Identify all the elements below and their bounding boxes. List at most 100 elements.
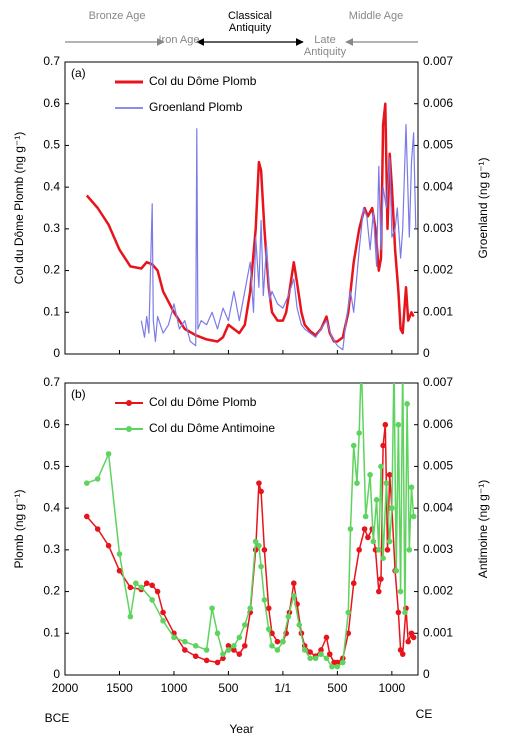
y2-tick-label: 0.004 (423, 179, 453, 193)
y-tick-label: 0.1 (43, 304, 60, 318)
y-tick-label: 0.7 (43, 375, 60, 389)
data-point (149, 597, 155, 603)
data-point (209, 605, 215, 612)
data-point (127, 584, 134, 591)
y2-tick-label: 0 (423, 667, 430, 681)
data-point (261, 597, 268, 603)
data-point (290, 580, 297, 587)
data-point (171, 634, 177, 641)
y2-axis-title: Antimoine (ng g⁻¹) (476, 480, 490, 578)
data-point (408, 630, 415, 637)
data-point (312, 655, 319, 662)
y-tick-label: 0.2 (43, 263, 60, 277)
data-point (143, 580, 150, 587)
panel-label: (a) (71, 66, 86, 80)
data-point (397, 588, 404, 595)
data-point (258, 488, 264, 495)
data-point (373, 497, 380, 503)
period-label: Classical Antiquity (227, 10, 272, 34)
data-point (105, 542, 112, 549)
data-point (160, 617, 166, 624)
y2-tick-label: 0.005 (423, 138, 453, 152)
era-label: BCE (45, 711, 70, 725)
data-point (269, 643, 275, 649)
y-tick-label: 0.4 (43, 500, 60, 514)
data-point (334, 663, 341, 670)
x-tick-label: 500 (327, 681, 347, 695)
data-point (225, 647, 232, 653)
data-point (307, 649, 313, 655)
data-point (350, 442, 357, 449)
data-point (214, 630, 221, 637)
data-point (241, 622, 248, 628)
data-point (154, 588, 161, 595)
data-point (386, 538, 393, 545)
y2-tick-label: 0.003 (423, 542, 453, 556)
period-label: Iron Age (158, 34, 200, 46)
y2-tick-label: 0.005 (423, 459, 453, 473)
data-point (290, 592, 297, 599)
data-point (375, 588, 382, 595)
y-tick-label: 0.5 (43, 138, 60, 152)
y2-tick-label: 0.006 (423, 96, 453, 110)
data-point (347, 526, 354, 532)
y2-tick-label: 0 (423, 346, 430, 360)
data-point (214, 659, 221, 666)
data-point (410, 513, 417, 520)
data-point (386, 471, 393, 478)
y2-tick-label: 0.004 (423, 500, 453, 514)
data-point (138, 584, 145, 591)
data-point (258, 563, 264, 570)
period-label: Middle Age (348, 10, 404, 22)
data-point (182, 647, 188, 653)
legend-label: Groenland Plomb (149, 100, 243, 114)
y-tick-label: 0.5 (43, 459, 60, 473)
data-point (307, 655, 313, 662)
y2-tick-label: 0.001 (423, 304, 453, 318)
legend-marker (126, 400, 132, 406)
data-point (382, 421, 389, 428)
legend-label: Col du Dôme Antimoine (149, 421, 275, 435)
y2-tick-label: 0.007 (423, 375, 453, 389)
data-point (406, 547, 413, 553)
data-point (350, 580, 357, 587)
data-point (323, 634, 330, 641)
data-point (402, 609, 408, 616)
data-point (285, 613, 292, 620)
data-point (405, 638, 411, 645)
data-point (296, 622, 303, 628)
data-point (149, 582, 155, 589)
y-tick-label: 0.7 (43, 54, 60, 68)
data-point (365, 534, 371, 541)
x-tick-label: 1000 (379, 681, 406, 695)
data-point (231, 643, 237, 649)
data-point (354, 480, 360, 486)
data-point (361, 526, 368, 532)
x-tick-label: 500 (218, 681, 238, 695)
data-point (318, 651, 324, 657)
data-point (367, 471, 373, 478)
data-point (83, 513, 90, 520)
data-point (397, 647, 404, 653)
data-point (247, 605, 254, 612)
y2-tick-label: 0.001 (423, 625, 453, 639)
x-axis-title: Year (229, 722, 253, 736)
data-point (220, 655, 226, 662)
x-tick-label: 1500 (106, 681, 133, 695)
data-point (274, 647, 281, 653)
y-tick-label: 0.2 (43, 584, 60, 598)
data-point (192, 653, 199, 660)
data-point (116, 551, 123, 557)
y2-tick-label: 0.007 (423, 54, 453, 68)
y-tick-label: 0.1 (43, 625, 60, 639)
data-point (370, 538, 377, 545)
y-axis-title: Col du Dôme Plomb (ng g⁻¹) (12, 132, 26, 284)
data-point (375, 547, 382, 553)
period-label: Bronze Age (88, 10, 146, 22)
data-point (359, 359, 365, 365)
data-point (345, 609, 352, 616)
data-point (356, 430, 362, 436)
y2-tick-label: 0.002 (423, 263, 453, 277)
